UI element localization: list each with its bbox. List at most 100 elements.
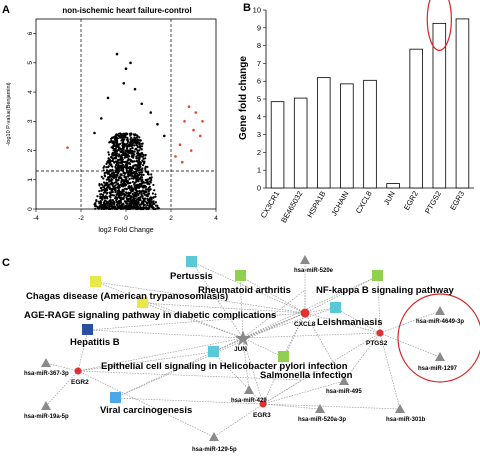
volcano-point xyxy=(106,206,109,209)
volcano-point xyxy=(102,186,105,189)
volcano-point xyxy=(108,187,111,190)
volcano-point xyxy=(135,157,138,160)
volcano-point xyxy=(111,194,114,197)
volcano-point xyxy=(113,136,116,139)
volcano-point xyxy=(138,156,141,159)
mirna-node-520a-3p xyxy=(315,404,325,413)
volcano-point xyxy=(150,196,153,199)
volcano-point xyxy=(126,142,129,145)
volcano-point xyxy=(123,200,126,203)
volcano-point xyxy=(154,193,157,196)
volcano-point xyxy=(129,149,132,152)
volcano-point xyxy=(116,145,119,148)
bar-highlight-ellipse xyxy=(426,0,453,51)
volcano-point xyxy=(146,202,149,205)
volcano-point xyxy=(133,164,136,167)
volcano-point xyxy=(138,139,141,142)
volcano-ylabel: -log10 P-value(Benjamini) xyxy=(6,82,12,145)
volcano-point xyxy=(115,144,118,147)
volcano-point xyxy=(125,147,129,150)
volcano-point xyxy=(115,203,119,206)
volcano-point xyxy=(132,196,135,199)
volcano-point xyxy=(116,168,119,172)
volcano-point xyxy=(124,194,127,197)
volcano-point xyxy=(102,177,105,180)
volcano-point xyxy=(144,185,148,188)
volcano-point xyxy=(119,199,122,202)
volcano-point xyxy=(120,161,124,164)
mirna-node-495 xyxy=(339,376,349,385)
volcano-point xyxy=(100,189,103,192)
network-edges xyxy=(45,260,441,438)
volcano-point xyxy=(100,207,103,210)
volcano-point xyxy=(121,156,124,159)
volcano-point xyxy=(115,136,119,140)
bar-category-label: EGR2 xyxy=(402,190,420,212)
bar xyxy=(293,97,308,189)
mirna-node-520e xyxy=(300,255,310,264)
volcano-point xyxy=(140,173,143,176)
mirna-label-4649-3p: hsa-miR-4649-3p xyxy=(416,319,464,325)
volcano-point xyxy=(143,203,146,206)
volcano-point xyxy=(146,199,149,202)
bar-ytick-label: 5 xyxy=(257,95,261,104)
volcano-point xyxy=(156,122,159,126)
pathway-label-rheumatoid-arthritis: Rheumatoid arthritis xyxy=(198,285,291,296)
volcano-point xyxy=(120,191,123,194)
volcano-point xyxy=(127,154,130,157)
volcano-point xyxy=(116,183,119,186)
volcano-point xyxy=(115,150,118,153)
volcano-point xyxy=(126,167,130,170)
volcano-point xyxy=(133,144,136,147)
volcano-point xyxy=(151,203,155,206)
volcano-point xyxy=(138,169,141,172)
volcano-point xyxy=(100,197,103,200)
volcano-xtick-label: -4 xyxy=(33,215,39,222)
volcano-point xyxy=(128,186,131,189)
volcano-point xyxy=(105,181,108,184)
volcano-point xyxy=(114,188,117,192)
volcano-point xyxy=(140,171,144,174)
volcano-point xyxy=(107,202,110,205)
volcano-point xyxy=(122,151,125,154)
volcano-highlight-point xyxy=(192,128,195,132)
volcano-point xyxy=(130,174,133,177)
volcano-ytick-label: 4 xyxy=(27,90,34,94)
volcano-point xyxy=(148,176,151,179)
volcano-point xyxy=(130,172,133,175)
volcano-point xyxy=(125,191,128,194)
volcano-point xyxy=(132,199,135,202)
pathway-label-viral-carcinogenesis: Viral carcinogenesis xyxy=(100,405,192,416)
volcano-point xyxy=(134,201,137,204)
volcano-point xyxy=(130,205,133,208)
pathway-label-nf-kappa-b: NF-kappa B signaling pathway xyxy=(316,285,454,296)
bar-ytick-label: 6 xyxy=(257,77,261,86)
bar-ylabel: Gene fold change xyxy=(238,56,249,140)
volcano-point xyxy=(136,151,139,154)
volcano-point xyxy=(105,178,108,181)
volcano-point xyxy=(142,186,145,189)
pathway-node-nf-kappa-b xyxy=(372,270,383,281)
volcano-point xyxy=(118,195,121,198)
volcano-title: non-ischemic heart failure-control xyxy=(62,6,191,15)
volcano-point xyxy=(105,192,108,195)
volcano-point xyxy=(139,161,143,164)
volcano-point xyxy=(118,184,121,187)
volcano-point xyxy=(127,204,130,207)
volcano-point xyxy=(138,192,141,195)
volcano-point xyxy=(119,142,122,145)
volcano-point xyxy=(115,133,119,136)
volcano-point xyxy=(123,156,126,159)
volcano-point xyxy=(110,202,113,205)
volcano-point xyxy=(147,173,150,176)
bar xyxy=(409,48,423,189)
volcano-point xyxy=(99,200,102,203)
volcano-point xyxy=(97,200,100,203)
gene-node-jun xyxy=(235,330,251,346)
volcano-point xyxy=(108,202,111,205)
pathway-label-age-rage: AGE-RAGE signaling pathway in diabetic c… xyxy=(24,310,276,321)
volcano-point xyxy=(140,182,143,185)
bar xyxy=(455,18,470,189)
volcano-point xyxy=(139,177,142,180)
volcano-point xyxy=(127,174,130,177)
